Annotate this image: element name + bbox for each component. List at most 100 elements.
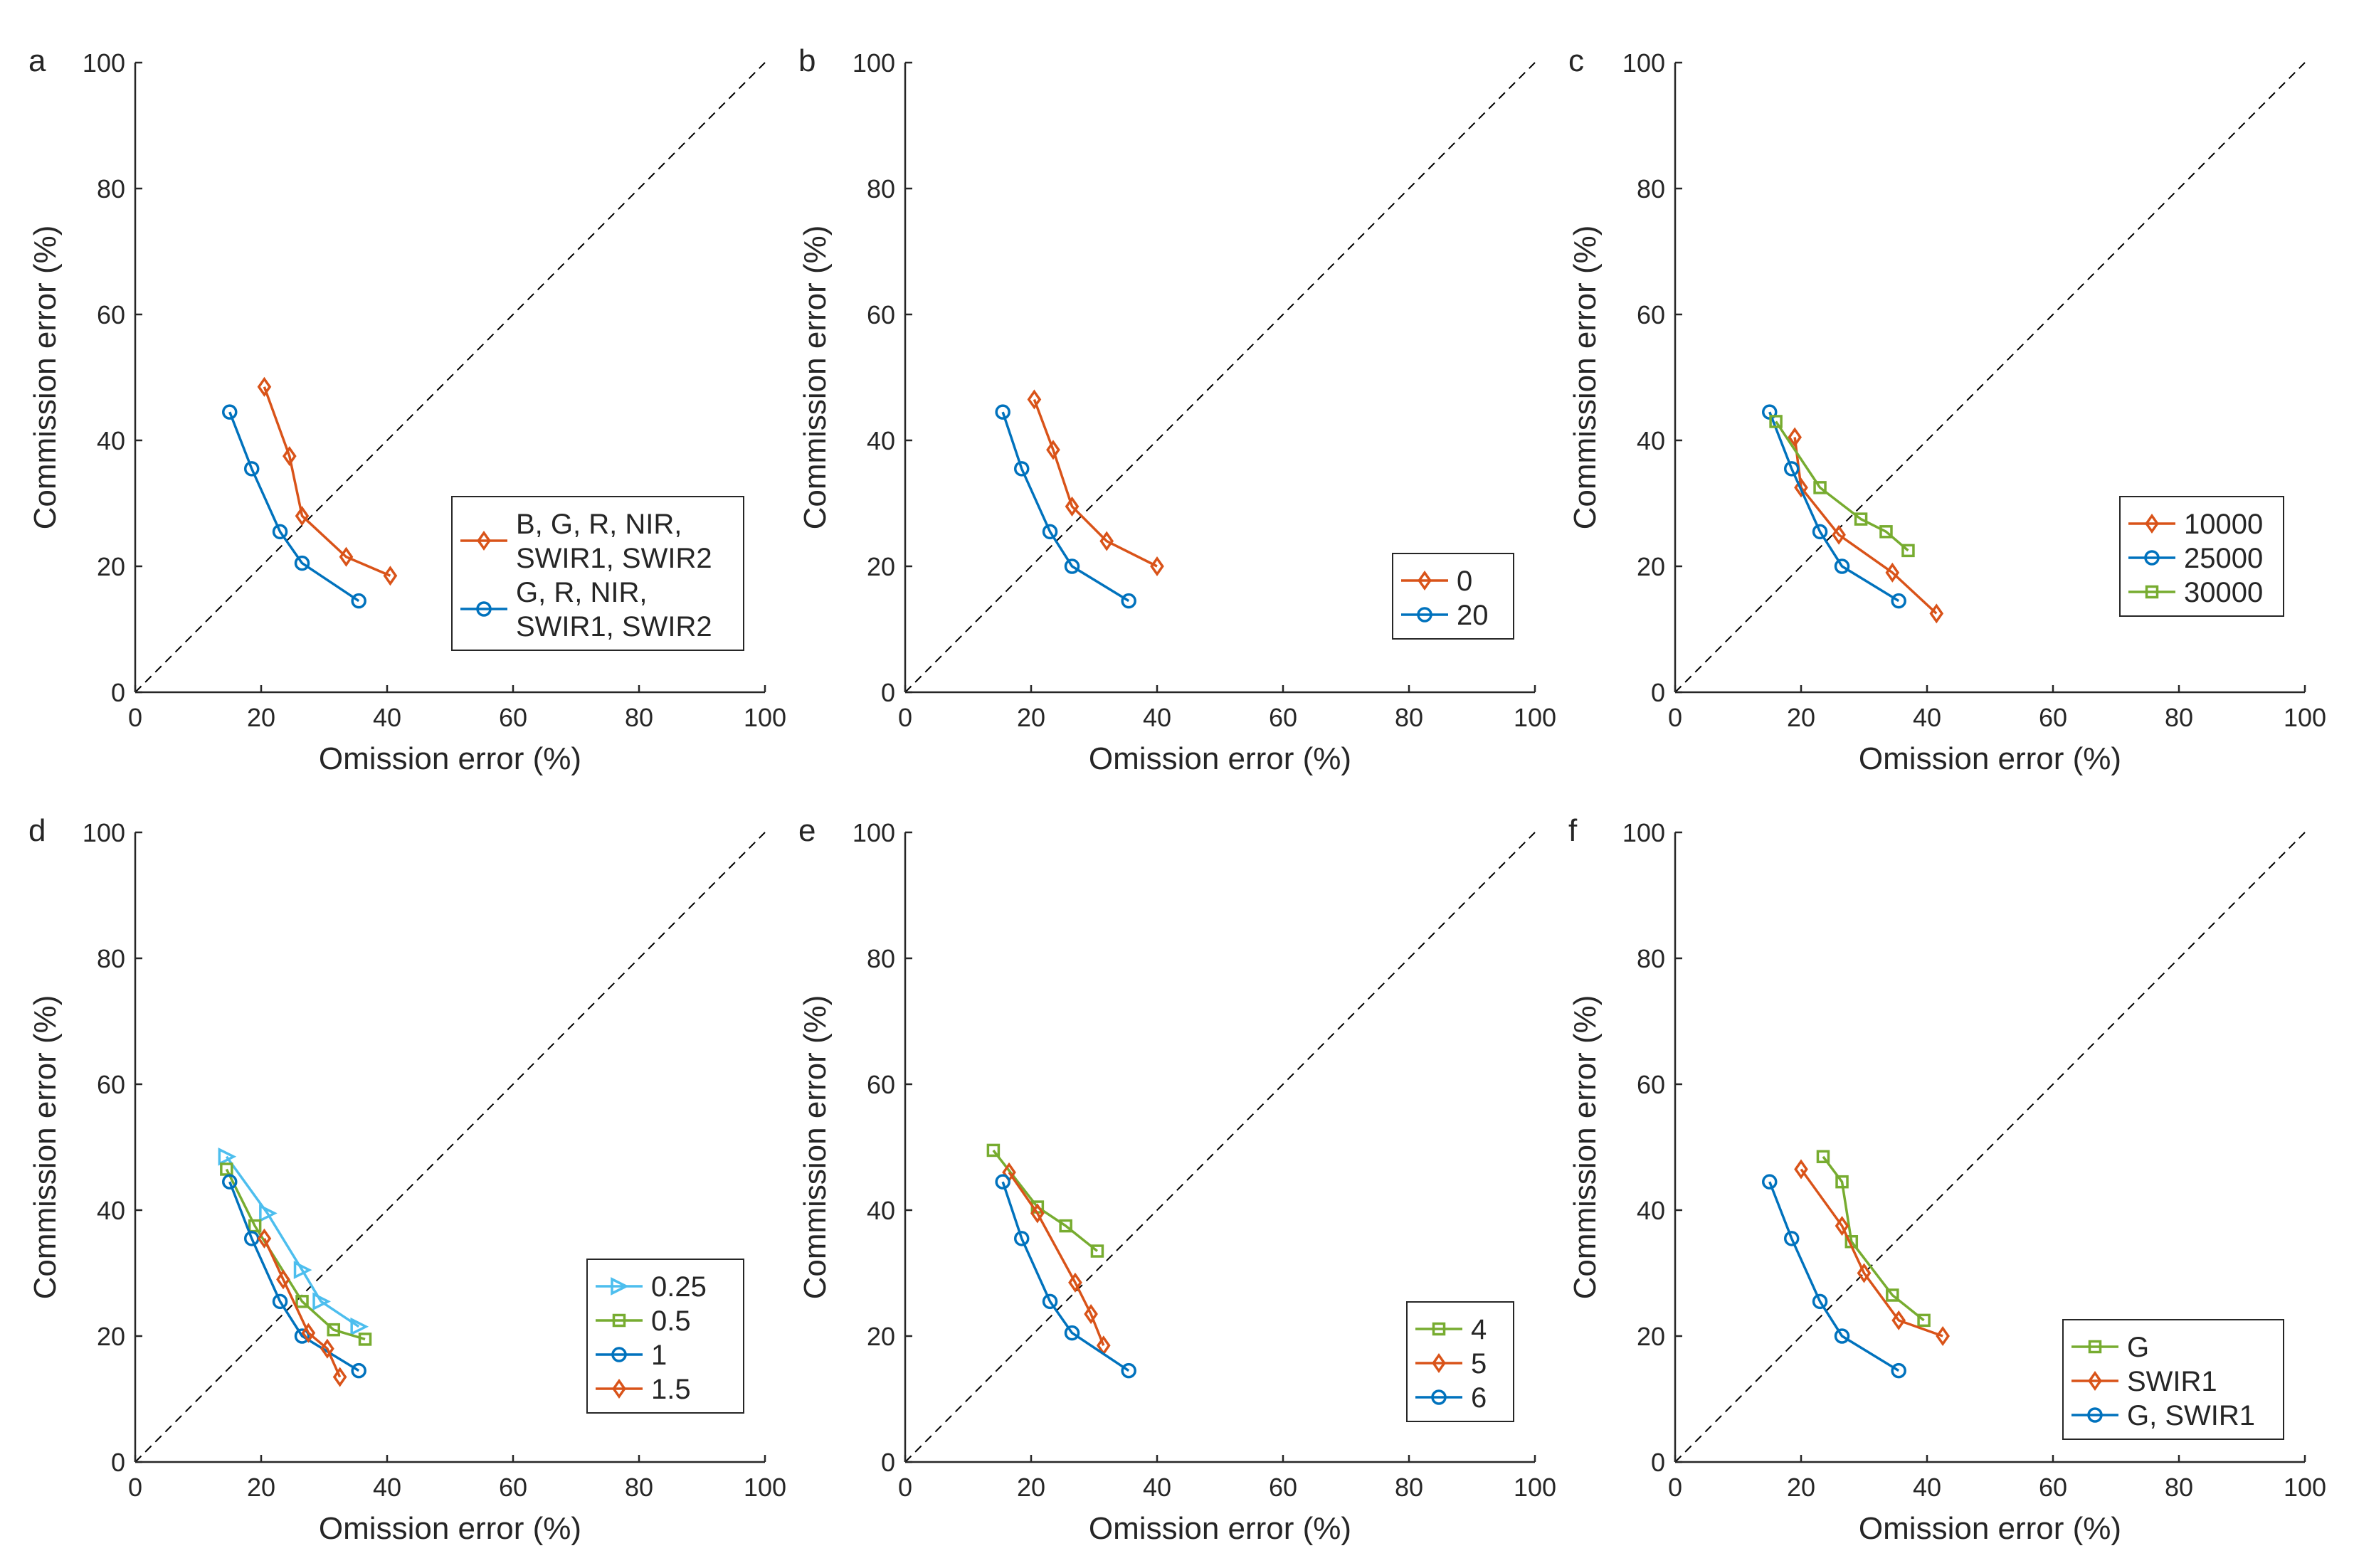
legend-marker [2088,1370,2102,1392]
legend-entry: 5 [1415,1348,1487,1379]
legend-label: 4 [1471,1314,1487,1345]
series-4 [986,1143,1104,1258]
y-axis-label: Commission error (%) [1568,226,1603,530]
data-point [351,1362,366,1379]
data-point [1835,1216,1849,1236]
legend-marker [2144,550,2160,566]
y-tick-label: 0 [111,1448,125,1477]
data-point [1064,1325,1080,1341]
data-point [1891,1310,1906,1330]
panel-letter: a [28,43,46,78]
diagonal-reference-line [1674,62,2306,693]
diagonal-reference-line [134,832,766,1463]
legend-entry: 4 [1415,1314,1487,1345]
legend-box [1406,1301,1514,1422]
legend-label: 20 [1457,600,1489,631]
x-tick-label: 0 [1668,1473,1682,1502]
panel-c: c 0 20 40 60 80 100 0 20 40 60 80 100 Omission error … [1568,43,2326,776]
x-tick-label: 20 [1017,1473,1045,1502]
y-tick-label: 0 [1651,1448,1665,1477]
legend-entry: 0.5 [596,1305,691,1337]
y-axis-label: Commission error (%) [28,226,63,530]
x-tick-label: 40 [1913,703,1941,732]
legend-marker [612,1378,626,1399]
legend-entry: 0 [1401,566,1472,597]
legend-box [451,496,744,651]
data-point [1027,389,1042,410]
data-point [257,1228,272,1249]
y-tick-label: 20 [867,552,895,581]
series-line [1033,398,1158,568]
y-tick-label: 100 [83,48,125,78]
legend: 456 [1406,1301,1514,1422]
panel-letter: b [798,43,816,78]
legend-label: SWIR1, SWIR2 [516,543,712,574]
x-tick-label: 80 [1395,703,1423,732]
series-line [1800,1168,1943,1337]
legend-marker [1431,1389,1447,1405]
legend-marker [2088,1340,2102,1354]
y-tick-label: 60 [867,1070,895,1099]
y-tick-label: 0 [1651,678,1665,707]
y-axis-label: Commission error (%) [798,995,833,1300]
legend-entry: G, R, NIR,SWIR1, SWIR2 [460,577,712,642]
series-0 [1027,389,1164,577]
diagonal-reference-line [1674,832,2306,1463]
data-point [995,1174,1010,1190]
legend-label: 10000 [2184,509,2263,540]
legend-marker [611,1277,629,1296]
y-tick-label: 0 [881,678,895,707]
y-tick-label: 60 [867,300,895,329]
x-tick-label: 100 [744,1473,786,1502]
legend-label: 0.25 [651,1271,707,1303]
x-tick-label: 60 [1269,1473,1297,1502]
data-point [301,1323,316,1343]
series-line [1001,411,1130,603]
data-point [294,555,310,571]
data-point [1834,1328,1850,1344]
y-tick-label: 100 [1622,818,1665,847]
y-tick-label: 80 [97,174,125,203]
panel-letter: c [1568,43,1584,78]
x-tick-label: 80 [2165,1473,2193,1502]
series-b-g-r-nir-swir1-swir2 [257,376,398,586]
data-point [282,446,297,467]
panel-f: f 0 20 40 60 80 100 0 20 40 60 80 100 Omission error … [1568,813,2326,1546]
legend-marker [477,530,491,551]
data-point [1834,558,1850,574]
legend: 020 [1392,553,1514,640]
y-tick-label: 60 [1637,1070,1665,1099]
x-tick-label: 40 [373,703,401,732]
data-point [339,546,354,567]
x-tick-label: 80 [2165,703,2193,732]
data-point [1068,1272,1082,1293]
data-point [1936,1325,1950,1347]
data-point [1090,1244,1104,1258]
x-axis-label: Omission error (%) [319,1511,581,1546]
data-point [1891,593,1906,609]
data-point [1832,524,1846,545]
legend-entry: SWIR1 [2071,1366,2217,1397]
x-tick-label: 20 [1787,703,1815,732]
x-tick-label: 0 [898,703,912,732]
series-g-r-nir-swir1-swir2 [222,404,366,609]
data-point [272,1293,288,1310]
series-line [1775,420,1909,552]
legend-label: 1.5 [651,1374,691,1405]
data-point [1030,1203,1045,1224]
legend-label: SWIR1 [2127,1366,2217,1397]
y-tick-label: 80 [1637,944,1665,973]
legend-marker [2145,513,2159,534]
y-tick-label: 100 [83,818,125,847]
data-point [1813,481,1827,494]
legend-label: B, G, R, NIR, [516,509,682,540]
legend-box [1392,553,1514,640]
data-point [1042,524,1058,540]
data-point [383,566,398,586]
series-g [1816,1150,1931,1328]
y-tick-label: 20 [1637,1322,1665,1351]
x-tick-label: 0 [1668,703,1682,732]
x-tick-label: 60 [2039,1473,2067,1502]
